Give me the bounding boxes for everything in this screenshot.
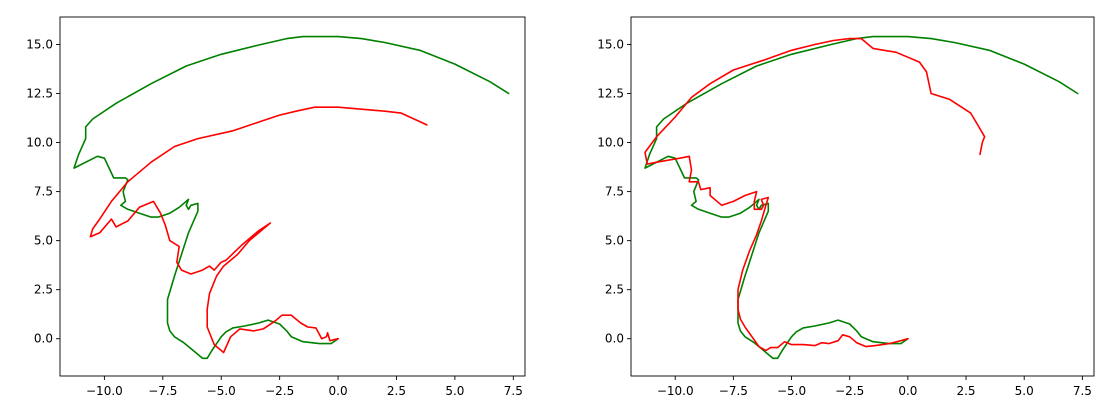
x-tick-label: −5.0	[777, 384, 806, 398]
y-tick-label: 15.0	[597, 37, 624, 51]
x-tick-label: −10.0	[86, 384, 123, 398]
x-tick-label: −7.5	[148, 384, 177, 398]
x-tick-label: 5.0	[445, 384, 464, 398]
y-tick-label: 0.0	[605, 332, 624, 346]
x-tick-label: 2.5	[387, 384, 406, 398]
y-tick-label: 15.0	[26, 37, 53, 51]
y-tick-label: 2.5	[605, 283, 624, 297]
y-tick-label: 12.5	[26, 87, 53, 101]
y-tick-label: 10.0	[597, 136, 624, 150]
x-tick-label: −5.0	[207, 384, 236, 398]
y-tick-label: 5.0	[605, 234, 624, 248]
right-plot: −10.0 −7.5 −5.0 −2.5 0.0 2.5 5.0 7.5 0.0 2.5 5.0 7.…	[597, 16, 1095, 398]
axes-frame	[630, 16, 1095, 377]
x-tick-label: −2.5	[265, 384, 294, 398]
x-tick-label: 5.0	[1015, 384, 1034, 398]
y-tick-label: 7.5	[605, 185, 624, 199]
y-tick-label: 10.0	[26, 136, 53, 150]
x-tick-label: 0.0	[898, 384, 917, 398]
y-tick-label: 12.5	[597, 87, 624, 101]
x-tick-label: −7.5	[719, 384, 748, 398]
y-tick-label: 2.5	[34, 283, 53, 297]
series-line-green	[73, 35, 510, 360]
x-tick-label: 2.5	[956, 384, 975, 398]
y-tick-label: 7.5	[34, 185, 53, 199]
x-tick-label: 7.5	[504, 384, 523, 398]
axes-frame	[59, 16, 526, 377]
x-tick-label: 7.5	[1073, 384, 1092, 398]
x-tick-label: 0.0	[329, 384, 348, 398]
y-tick-label: 0.0	[34, 332, 53, 346]
y-tick-label: 5.0	[34, 234, 53, 248]
series-line-red	[644, 37, 986, 352]
left-plot: −10.0 −7.5 −5.0 −2.5 0.0 2.5 5.0 7.5 0.0 2.5 5.0 7.…	[26, 16, 526, 398]
series-line-green	[644, 35, 1079, 360]
x-tick-label: −2.5	[835, 384, 864, 398]
series-line-red	[89, 106, 428, 354]
x-tick-label: −10.0	[657, 384, 694, 398]
